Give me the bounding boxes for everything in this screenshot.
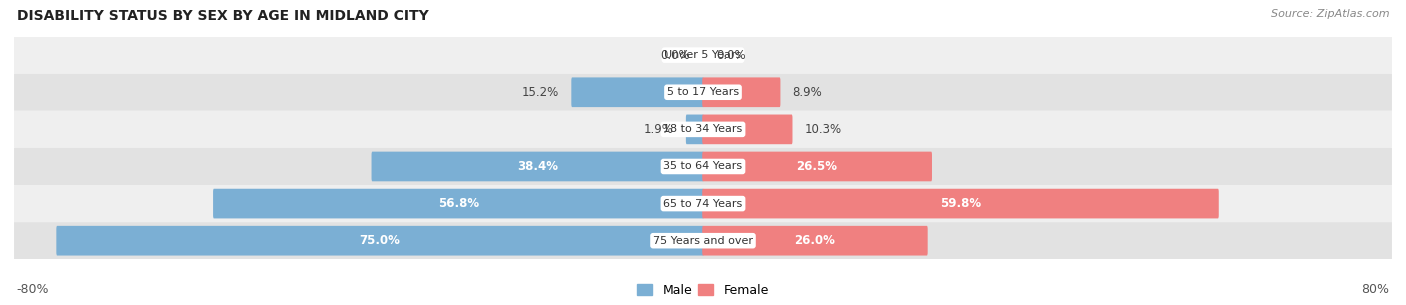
Text: 8.9%: 8.9%: [793, 86, 823, 99]
FancyBboxPatch shape: [14, 37, 1392, 74]
Text: 35 to 64 Years: 35 to 64 Years: [664, 161, 742, 171]
Text: 5 to 17 Years: 5 to 17 Years: [666, 87, 740, 97]
FancyBboxPatch shape: [14, 111, 1392, 148]
FancyBboxPatch shape: [702, 152, 932, 181]
Legend: Male, Female: Male, Female: [633, 279, 773, 302]
Text: -80%: -80%: [17, 283, 49, 296]
FancyBboxPatch shape: [686, 115, 704, 144]
Text: 59.8%: 59.8%: [941, 197, 981, 210]
Text: Source: ZipAtlas.com: Source: ZipAtlas.com: [1271, 9, 1389, 19]
Text: 80%: 80%: [1361, 283, 1389, 296]
FancyBboxPatch shape: [571, 77, 704, 107]
FancyBboxPatch shape: [14, 222, 1392, 259]
Text: 56.8%: 56.8%: [437, 197, 479, 210]
Text: 65 to 74 Years: 65 to 74 Years: [664, 199, 742, 209]
FancyBboxPatch shape: [14, 74, 1392, 111]
Text: 1.9%: 1.9%: [644, 123, 673, 136]
Text: 10.3%: 10.3%: [804, 123, 842, 136]
Text: 15.2%: 15.2%: [522, 86, 560, 99]
Text: Under 5 Years: Under 5 Years: [665, 50, 741, 60]
Text: DISABILITY STATUS BY SEX BY AGE IN MIDLAND CITY: DISABILITY STATUS BY SEX BY AGE IN MIDLA…: [17, 9, 429, 23]
FancyBboxPatch shape: [14, 185, 1392, 222]
Text: 75.0%: 75.0%: [360, 234, 401, 247]
Text: 0.0%: 0.0%: [716, 49, 745, 62]
FancyBboxPatch shape: [56, 226, 704, 256]
FancyBboxPatch shape: [214, 189, 704, 218]
Text: 0.0%: 0.0%: [661, 49, 690, 62]
FancyBboxPatch shape: [702, 115, 793, 144]
FancyBboxPatch shape: [14, 148, 1392, 185]
FancyBboxPatch shape: [702, 189, 1219, 218]
FancyBboxPatch shape: [702, 226, 928, 256]
Text: 26.5%: 26.5%: [797, 160, 838, 173]
Text: 38.4%: 38.4%: [517, 160, 558, 173]
FancyBboxPatch shape: [371, 152, 704, 181]
Text: 75 Years and over: 75 Years and over: [652, 236, 754, 246]
FancyBboxPatch shape: [702, 77, 780, 107]
Text: 26.0%: 26.0%: [794, 234, 835, 247]
Text: 18 to 34 Years: 18 to 34 Years: [664, 124, 742, 135]
